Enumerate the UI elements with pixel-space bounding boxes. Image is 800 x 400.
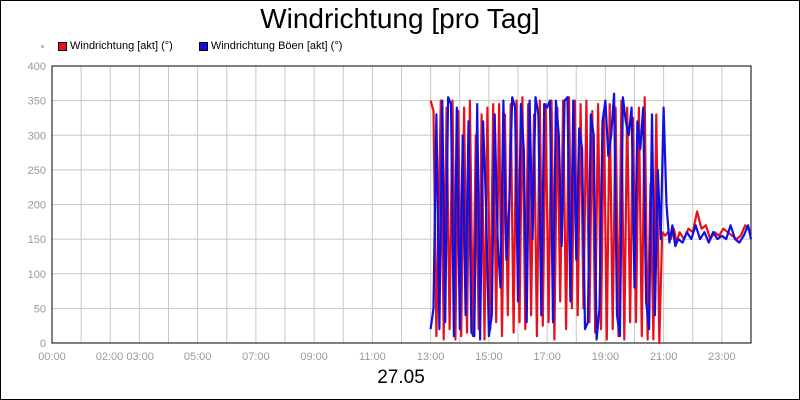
legend-label-windrichtung: Windrichtung [akt] (°)	[70, 40, 173, 52]
x-tick-label: 05:00	[184, 351, 212, 363]
legend: Windrichtung [akt] (°) Windrichtung Böen…	[41, 39, 368, 53]
x-tick-label: 13:00	[417, 351, 445, 363]
series-line-windrichtung-boeen	[429, 92, 753, 341]
x-tick-label: 15:00	[475, 351, 503, 363]
legend-marker-icon	[41, 44, 44, 48]
legend-label-windrichtung-boeen: Windrichtung Böen [akt] (°)	[210, 40, 343, 52]
x-tick-label: 09:00	[300, 351, 328, 363]
x-tick-label: 02:00 03:00	[96, 351, 154, 363]
y-tick-label: 0	[40, 338, 46, 350]
date-label: 27.05	[377, 367, 425, 388]
y-tick-label: 150	[28, 234, 46, 246]
y-tick-label: 50	[34, 303, 46, 315]
x-tick-label: 19:00	[592, 351, 620, 363]
x-tick-label: 00:00	[38, 351, 66, 363]
x-tick-label: 21:00	[650, 351, 678, 363]
x-tick-label: 07:00	[242, 351, 270, 363]
x-tick-label: 23:00	[708, 351, 736, 363]
legend-item-windrichtung-boeen: Windrichtung Böen [akt] (°)	[198, 40, 343, 52]
x-tick-label: 17:00	[533, 351, 561, 363]
y-tick-label: 400	[28, 61, 46, 73]
legend-item-windrichtung: Windrichtung [akt] (°)	[58, 40, 173, 52]
x-tick-label: 11:00	[359, 351, 386, 363]
y-tick-label: 100	[28, 269, 46, 281]
legend-swatch-blue	[198, 41, 208, 51]
legend-swatch-red	[58, 41, 67, 51]
y-tick-label: 300	[28, 130, 46, 142]
y-tick-label: 200	[28, 200, 46, 212]
plot-border	[51, 65, 752, 344]
y-tick-label: 350	[28, 96, 46, 108]
y-tick-label: 250	[28, 165, 46, 177]
chart-title: Windrichtung [pro Tag]	[260, 3, 540, 34]
